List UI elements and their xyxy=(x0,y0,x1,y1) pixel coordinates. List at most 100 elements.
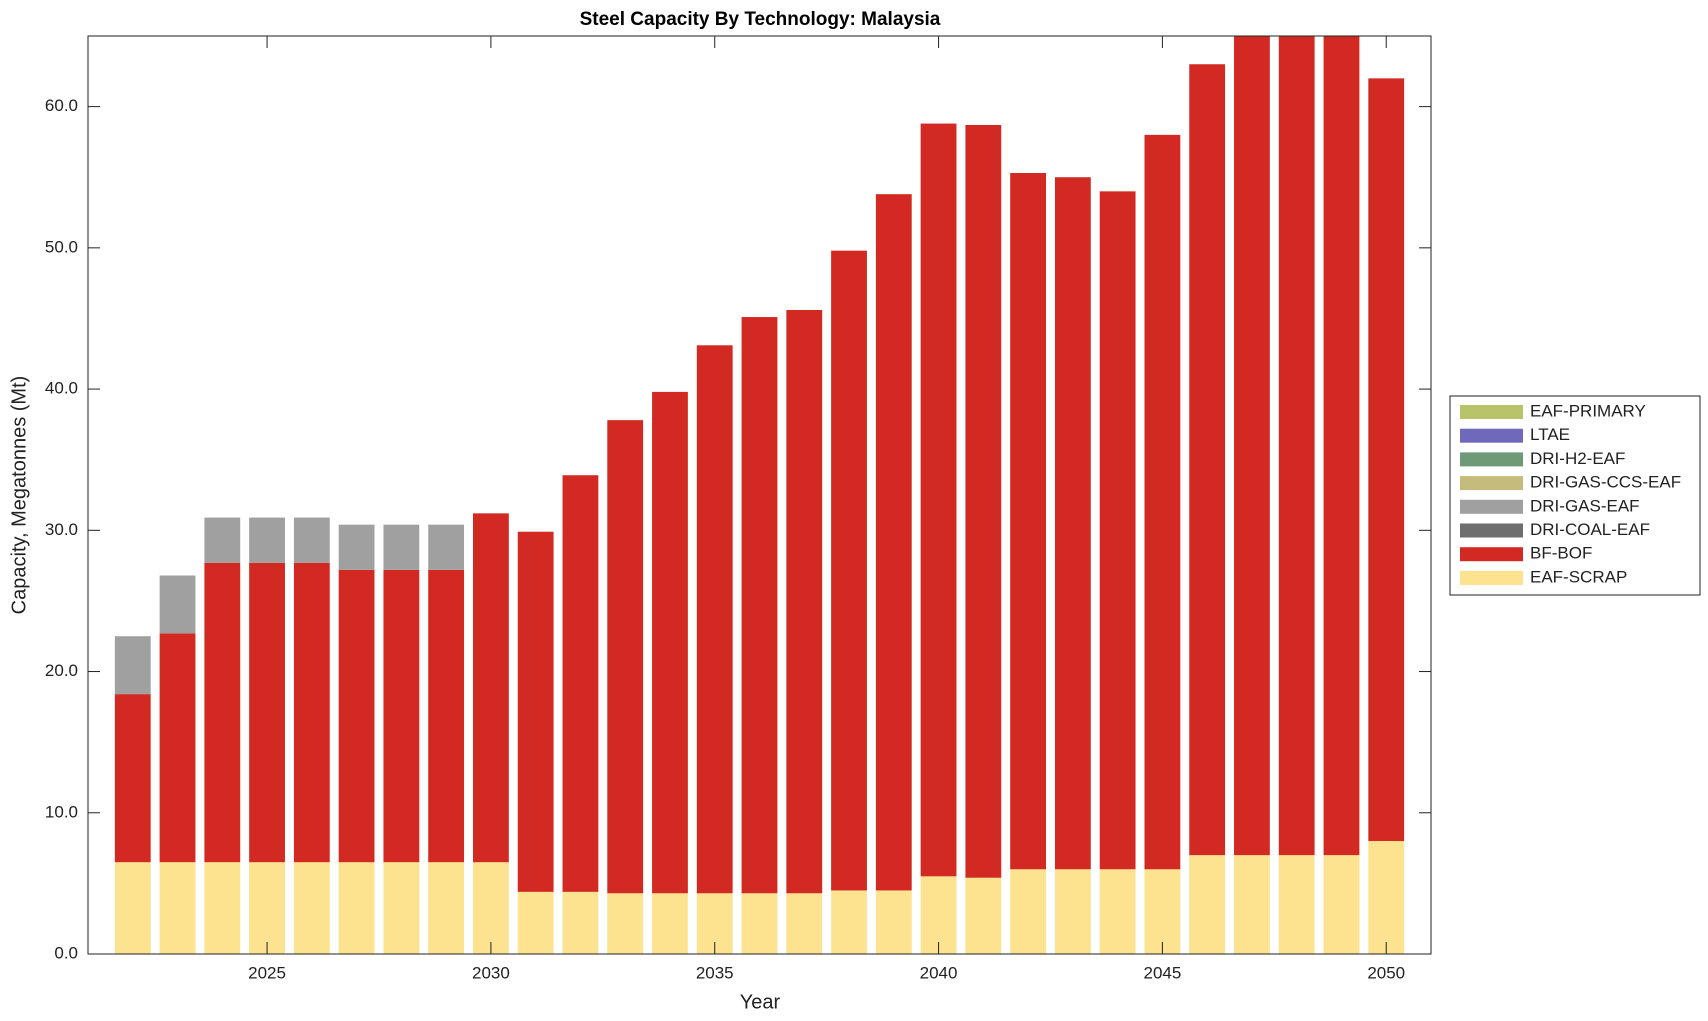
bar-segment xyxy=(249,862,285,954)
bar-segment xyxy=(114,694,151,863)
y-tick-label: 40.0 xyxy=(45,379,78,398)
bar-segment xyxy=(159,633,196,863)
bar-segment xyxy=(1054,869,1091,954)
x-tick-label: 2040 xyxy=(920,963,958,982)
bar-segment xyxy=(965,877,1002,954)
legend-label: DRI-GAS-EAF xyxy=(1530,496,1640,515)
bar-segment xyxy=(293,517,330,563)
bar-segment xyxy=(741,893,778,954)
bar-segment xyxy=(965,124,1002,878)
y-tick-label: 10.0 xyxy=(45,802,78,821)
legend-swatch xyxy=(1460,405,1523,419)
bar-segment xyxy=(1189,855,1226,954)
legend-label: DRI-H2-EAF xyxy=(1530,449,1625,468)
x-tick-label: 2025 xyxy=(248,963,286,982)
bar-segment xyxy=(875,194,912,891)
bar-segment xyxy=(249,517,285,563)
bar-segment xyxy=(383,524,420,570)
bar-segment xyxy=(1099,869,1136,954)
bar-segment xyxy=(1099,191,1136,870)
bar-segment xyxy=(1010,869,1047,954)
legend-label: EAF-PRIMARY xyxy=(1530,401,1646,420)
bar-segment xyxy=(114,862,151,954)
bar-segment xyxy=(786,893,823,954)
bar-segment xyxy=(1368,841,1405,954)
bar-segment xyxy=(1234,36,1270,856)
bar-segment xyxy=(338,524,375,570)
bar-segment xyxy=(383,862,420,954)
y-tick-label: 30.0 xyxy=(45,520,78,539)
bar-segment xyxy=(159,575,196,634)
bar-segment xyxy=(293,862,330,954)
bar-segment xyxy=(652,893,688,954)
bar-segment xyxy=(428,524,465,570)
bar-segment xyxy=(338,569,375,863)
y-axis-label: Capacity, Megatonnes (Mt) xyxy=(8,376,30,615)
y-tick-label: 0.0 xyxy=(54,943,78,962)
x-axis-label: Year xyxy=(740,991,781,1013)
bar-segment xyxy=(652,391,688,894)
legend-label: BF-BOF xyxy=(1530,544,1592,563)
bar-segment xyxy=(1368,78,1405,842)
bar-segment xyxy=(204,562,241,863)
x-tick-label: 2035 xyxy=(696,963,734,982)
bar-segment xyxy=(204,862,241,954)
legend-label: DRI-GAS-CCS-EAF xyxy=(1530,473,1681,492)
bar-segment xyxy=(517,531,554,892)
legend-swatch xyxy=(1460,476,1523,491)
bar-segment xyxy=(249,562,285,863)
bar-segment xyxy=(293,562,330,863)
bar-segment xyxy=(472,862,509,954)
bar-segment xyxy=(831,250,867,891)
bar-segment xyxy=(831,890,867,954)
chart-title: Steel Capacity By Technology: Malaysia xyxy=(580,9,941,30)
legend-swatch xyxy=(1460,428,1523,443)
bar-segment xyxy=(1054,177,1091,870)
legend-swatch xyxy=(1460,547,1523,562)
bar-segment xyxy=(607,893,644,954)
bar-segment xyxy=(1189,64,1226,856)
y-tick-label: 20.0 xyxy=(45,661,78,680)
legend-label: EAF-SCRAP xyxy=(1530,567,1627,586)
bar-segment xyxy=(920,876,957,954)
bar-segment xyxy=(1010,172,1047,870)
bar-segment xyxy=(562,475,599,892)
bar-segment xyxy=(786,309,823,894)
bar-segment xyxy=(472,513,509,863)
bar-segment xyxy=(338,862,375,954)
y-tick-label: 50.0 xyxy=(45,237,78,256)
bar-segment xyxy=(1278,855,1315,954)
bar-segment xyxy=(1144,134,1181,870)
bar-segment xyxy=(114,636,151,695)
legend-box xyxy=(1449,395,1701,596)
bar-segment xyxy=(696,345,733,894)
bar-segment xyxy=(1323,855,1360,954)
bar-segment xyxy=(204,517,241,563)
plot-area xyxy=(114,36,1405,954)
bar-segment xyxy=(383,569,420,863)
bar-segment xyxy=(1323,36,1360,856)
bar-segment xyxy=(875,890,912,954)
bar-segment xyxy=(920,123,957,877)
bar-segment xyxy=(741,317,778,894)
bar-segment xyxy=(607,420,644,894)
y-tick-label: 60.0 xyxy=(45,96,78,115)
legend-swatch xyxy=(1460,499,1523,514)
bar-segment xyxy=(428,569,465,863)
legend-label: DRI-COAL-EAF xyxy=(1530,520,1650,539)
plot-frame xyxy=(87,35,1432,955)
legend-swatch xyxy=(1460,523,1523,538)
bar-segment xyxy=(1278,36,1315,856)
bar-segment xyxy=(1234,855,1270,954)
legend-label: LTAE xyxy=(1530,425,1570,444)
bar-segment xyxy=(159,862,196,954)
x-tick-label: 2050 xyxy=(1367,963,1405,982)
bar-segment xyxy=(1144,869,1181,954)
x-tick-label: 2030 xyxy=(472,963,510,982)
bar-segment xyxy=(562,891,599,954)
legend-swatch xyxy=(1460,570,1523,585)
x-tick-label: 2045 xyxy=(1143,963,1181,982)
bar-segment xyxy=(517,891,554,954)
